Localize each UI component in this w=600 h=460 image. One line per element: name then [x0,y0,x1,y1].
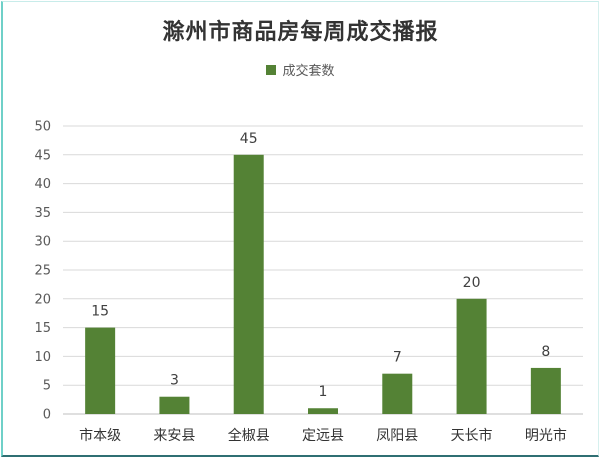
x-tick-label: 定远县 [302,428,344,444]
data-label: 7 [393,350,402,366]
x-tick-label: 明光市 [525,427,567,444]
y-tick-label: 50 [34,120,51,135]
y-tick-label: 30 [34,235,51,250]
y-tick-label: 10 [34,350,51,365]
y-tick-label: 40 [34,177,51,192]
x-tick-label: 全椒县 [228,427,270,444]
bar [456,298,487,414]
y-tick-label: 20 [34,292,51,307]
legend-label: 成交套数 [282,64,335,79]
bar-chart: 0 5 10 15 20 25 30 35 40 45 50 15 市本级 3 来安县 45 全椒县 1 定远县 7 凤… [34,120,583,444]
y-tick-label: 45 [34,148,51,163]
bar [530,367,561,414]
y-tick-label: 5 [43,379,51,394]
data-label: 3 [170,373,179,389]
data-label: 15 [91,304,109,320]
y-tick-label: 35 [34,206,51,221]
bar [85,327,116,414]
bar [382,373,413,414]
chart-title: 滁州市商品房每周成交播报 [162,19,439,45]
x-tick-label: 凤阳县 [376,428,418,444]
data-label: 45 [240,131,258,147]
y-tick-label: 0 [43,408,51,423]
y-tick-label: 15 [34,321,51,336]
x-tick-label: 市本级 [79,427,121,444]
chart-legend: 成交套数 [3,60,598,79]
bar [233,154,264,415]
bar [308,408,338,414]
legend-swatch [266,64,277,75]
data-label: 8 [541,344,550,360]
bar [159,396,190,414]
x-tick-label: 来安县 [153,428,195,444]
y-tick-label: 25 [34,264,51,279]
data-label: 1 [319,384,328,400]
data-label: 20 [463,275,481,291]
x-tick-label: 天长市 [451,427,493,444]
